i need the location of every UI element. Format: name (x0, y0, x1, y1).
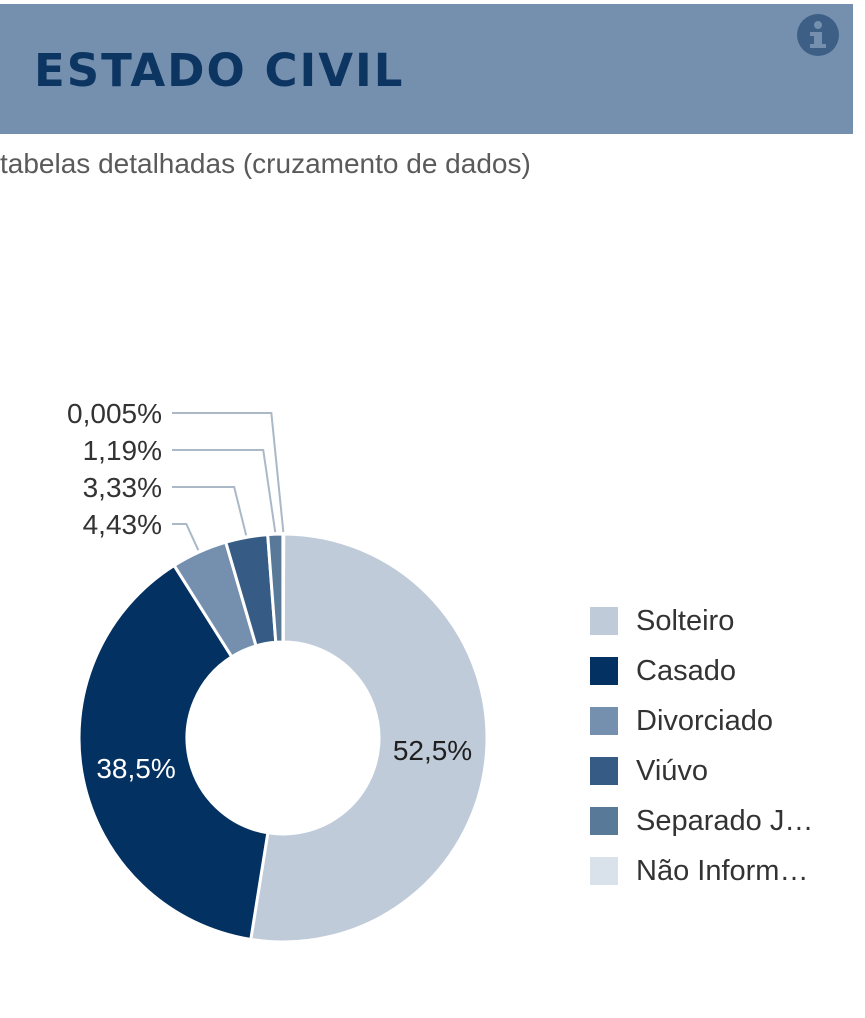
legend-item[interactable]: Viúvo (590, 746, 813, 796)
chart-header: ESTADO CIVIL (0, 4, 853, 134)
legend-item[interactable]: Solteiro (590, 596, 813, 646)
data-label-4: 1,19% (83, 435, 162, 466)
info-icon-base (810, 44, 826, 48)
pie-slice-casado[interactable] (77, 563, 270, 942)
leader-line-4 (172, 449, 277, 533)
data-label-0: 52,5% (393, 735, 472, 766)
leader-line-5 (172, 412, 285, 533)
legend-item[interactable]: Não Inform… (590, 846, 813, 896)
legend-label: Divorciado (636, 704, 773, 737)
legend-label: Separado J… (636, 804, 814, 837)
leader-line-3 (172, 486, 248, 536)
legend-label: Casado (636, 654, 736, 687)
legend-swatch (590, 857, 618, 885)
legend-item[interactable]: Casado (590, 646, 813, 696)
legend-swatch (590, 657, 618, 685)
legend-item[interactable]: Separado J… (590, 796, 813, 846)
pie-slice-n-o-inform[interactable] (281, 532, 286, 644)
legend-item[interactable]: Divorciado (590, 696, 813, 746)
data-label-5: 0,005% (67, 398, 162, 429)
pie-slice-solteiro[interactable] (249, 532, 489, 944)
legend-swatch (590, 757, 618, 785)
detailed-tables-link[interactable]: tabelas detalhadas (cruzamento de dados) (0, 148, 531, 179)
info-icon-dot (814, 21, 822, 29)
legend-swatch (590, 707, 618, 735)
legend-swatch (590, 807, 618, 835)
data-label-2: 4,43% (83, 509, 162, 540)
data-label-3: 3,33% (83, 472, 162, 503)
chart-title: ESTADO CIVIL (34, 44, 405, 97)
legend-label: Solteiro (636, 604, 735, 637)
data-label-1: 38,5% (96, 753, 175, 784)
info-icon-bar (814, 32, 822, 46)
info-icon-cap (810, 32, 816, 36)
legend-label: Não Inform… (636, 854, 809, 887)
info-icon[interactable] (797, 14, 839, 56)
chart-legend: Solteiro Casado Divorciado Viúvo Separado J…… (590, 596, 813, 896)
leader-line-2 (172, 523, 200, 551)
legend-label: Viúvo (636, 754, 709, 787)
legend-swatch (590, 607, 618, 635)
